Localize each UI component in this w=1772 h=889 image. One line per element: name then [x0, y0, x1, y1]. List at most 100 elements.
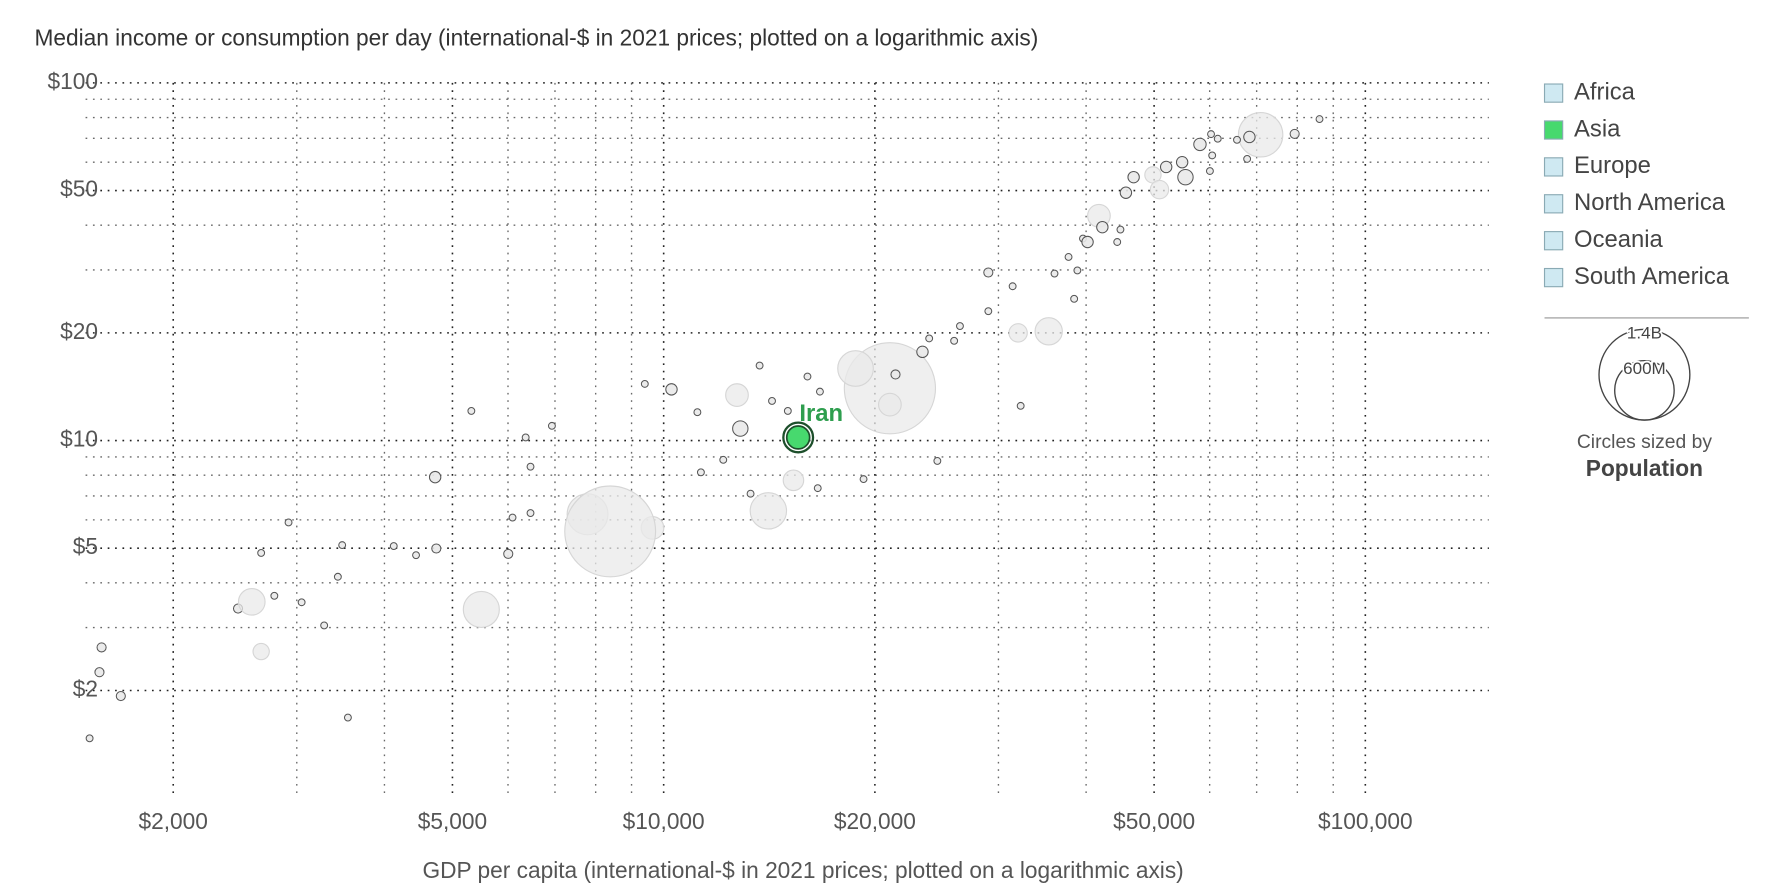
bubble[interactable] [746, 489, 755, 498]
bubble[interactable] [252, 642, 270, 661]
bubble[interactable] [526, 462, 535, 471]
bubble[interactable] [343, 713, 352, 722]
legend-swatch[interactable] [1543, 120, 1564, 140]
size-legend-label: 1.4B [1627, 323, 1662, 342]
bubble[interactable] [1034, 317, 1063, 346]
bubble[interactable] [1243, 154, 1252, 163]
bubble[interactable] [431, 543, 442, 554]
bubble[interactable] [749, 492, 788, 530]
size-legend-label: 600M [1623, 359, 1666, 378]
bubble[interactable] [1315, 115, 1324, 124]
bubble[interactable] [640, 379, 649, 388]
bubble[interactable] [725, 383, 749, 407]
bubble[interactable] [1159, 160, 1173, 174]
bubble[interactable] [815, 387, 824, 396]
bubble[interactable] [1119, 186, 1133, 199]
bubble[interactable] [732, 420, 749, 437]
bubble[interactable] [1008, 323, 1028, 343]
bubble[interactable] [878, 392, 902, 417]
y-tick-label: $5 [73, 533, 98, 559]
bubble[interactable] [785, 425, 811, 450]
bubble[interactable] [297, 598, 306, 607]
bubble[interactable] [257, 548, 266, 557]
bubble[interactable] [1008, 282, 1017, 291]
bubble[interactable] [983, 267, 994, 278]
bubble[interactable] [1205, 167, 1214, 175]
bubble[interactable] [320, 621, 329, 630]
bubble[interactable] [783, 406, 792, 415]
bubble[interactable] [547, 421, 556, 430]
bubble[interactable] [338, 541, 347, 550]
bubble[interactable] [933, 456, 942, 465]
bubble[interactable] [1070, 294, 1079, 303]
legend-label[interactable]: South America [1574, 263, 1730, 290]
legend-swatch[interactable] [1543, 157, 1564, 177]
bubble[interactable] [1208, 151, 1217, 160]
bubble[interactable] [284, 518, 293, 527]
legend-swatch[interactable] [1543, 231, 1564, 251]
bubble[interactable] [1175, 156, 1189, 169]
bubble[interactable] [803, 372, 812, 381]
bubble[interactable] [1073, 266, 1082, 275]
bubble[interactable] [96, 642, 107, 653]
bubble[interactable] [916, 345, 929, 359]
bubble[interactable] [1243, 130, 1256, 144]
bubble[interactable] [1127, 170, 1140, 184]
bubble[interactable] [333, 572, 342, 581]
bubble[interactable] [837, 350, 874, 387]
bubble[interactable] [389, 542, 398, 550]
bubble[interactable] [1096, 220, 1109, 234]
bubble[interactable] [890, 369, 901, 380]
legend-swatch[interactable] [1543, 194, 1564, 214]
bubble[interactable] [1289, 128, 1300, 139]
bubble[interactable] [115, 690, 126, 702]
bubble[interactable] [508, 513, 517, 522]
bubble[interactable] [412, 551, 420, 560]
legend-label[interactable]: Africa [1574, 78, 1636, 105]
bubble[interactable] [237, 587, 266, 616]
bubble[interactable] [270, 591, 279, 600]
bubble[interactable] [696, 468, 705, 477]
bubble[interactable] [755, 361, 764, 370]
bubble[interactable] [693, 408, 702, 417]
legend: Africa Asia Europe North America Oceania Sout… [1543, 78, 1730, 481]
bubble[interactable] [925, 334, 934, 343]
bubble[interactable] [526, 509, 535, 517]
bubble[interactable] [950, 336, 959, 345]
bubble[interactable] [1213, 134, 1222, 143]
legend-label[interactable]: North America [1574, 189, 1726, 216]
bubble[interactable] [1016, 401, 1025, 410]
legend-label[interactable]: Oceania [1574, 226, 1663, 253]
bubble[interactable] [768, 397, 776, 405]
bubble[interactable] [665, 383, 678, 396]
bubble[interactable] [984, 307, 993, 316]
bubble[interactable] [503, 548, 514, 559]
bubble[interactable] [521, 433, 530, 442]
bubble[interactable] [1177, 168, 1194, 186]
bubble[interactable] [467, 406, 476, 415]
bubble[interactable] [1113, 238, 1122, 246]
bubble[interactable] [1081, 235, 1094, 249]
bubble[interactable] [1149, 179, 1170, 200]
bubble[interactable] [1193, 137, 1207, 152]
bubble[interactable] [462, 590, 500, 629]
bubble[interactable] [1237, 111, 1284, 158]
bubble[interactable] [1207, 130, 1215, 139]
bubble[interactable] [782, 469, 805, 492]
bubble[interactable] [956, 322, 964, 330]
legend-swatch[interactable] [1543, 267, 1564, 288]
bubble[interactable] [1050, 269, 1059, 278]
legend-label[interactable]: Asia [1574, 115, 1621, 142]
bubble[interactable] [1116, 225, 1125, 234]
bubble[interactable] [719, 455, 728, 464]
legend-swatch[interactable] [1543, 83, 1564, 103]
bubble[interactable] [1064, 253, 1073, 261]
bubble[interactable] [94, 667, 105, 678]
bubble[interactable] [564, 485, 657, 578]
bubble[interactable] [813, 484, 822, 493]
bubble[interactable] [428, 470, 442, 484]
bubble[interactable] [859, 475, 868, 484]
legend-label[interactable]: Europe [1574, 152, 1651, 179]
bubble[interactable] [85, 734, 94, 743]
bubble[interactable] [1233, 135, 1241, 144]
